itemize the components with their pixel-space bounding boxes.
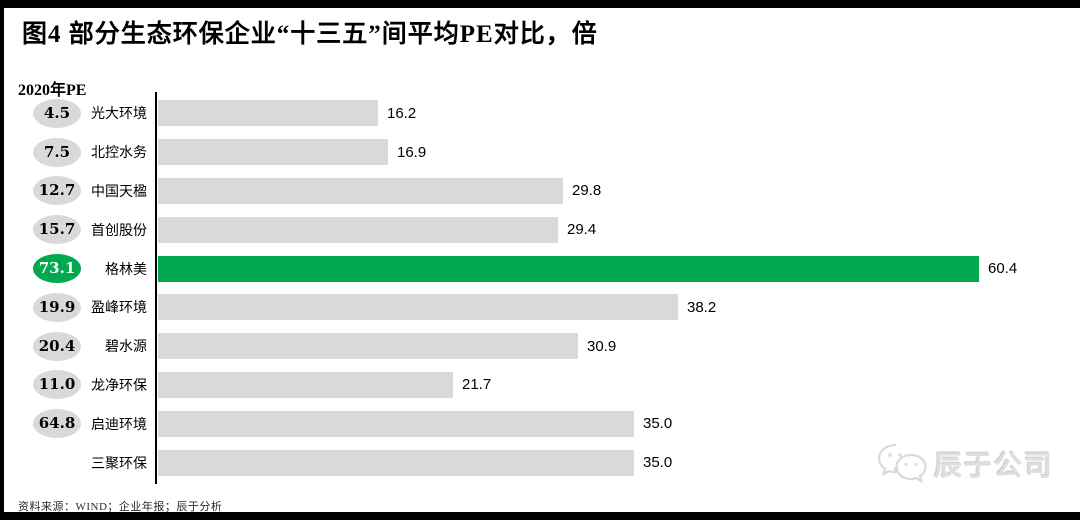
badge-cell: 4.5	[32, 98, 82, 128]
bar-value-label: 29.4	[567, 221, 597, 239]
frame-border-bottom	[0, 512, 1080, 520]
bar-cell: 16.2	[156, 100, 1060, 127]
company-label: 龙净环保	[91, 378, 147, 394]
badge-cell: 12.7	[32, 176, 82, 206]
chart-row: 7.5 北控水务 16.9	[0, 133, 1060, 172]
bar	[158, 410, 634, 437]
chart-row: 20.4 碧水源 30.9	[0, 327, 1060, 366]
company-label: 中国天楹	[91, 184, 147, 200]
watermark: 辰于公司	[876, 442, 1054, 486]
bar	[158, 294, 678, 321]
pe-2020-badge: 4.5	[33, 98, 81, 128]
chart-rows: 4.5 光大环境 16.2 7.5 北控水务 16.9 12.7 中国天楹 29.8 15.7 首创…	[0, 94, 1060, 482]
chart-row: 三聚环保 35.0	[0, 443, 1060, 482]
pe-2020-badge: 20.4	[33, 331, 81, 361]
bar-value-label: 35.0	[643, 454, 673, 472]
bar	[158, 216, 558, 243]
wechat-icon	[877, 443, 927, 484]
bar-cell: 38.2	[156, 294, 1060, 321]
badge-cell: 7.5	[32, 137, 82, 167]
pe-2020-badge: 64.8	[33, 409, 81, 439]
bar-value-label: 30.9	[587, 337, 617, 355]
frame-border-top	[0, 0, 1080, 8]
bar	[158, 449, 634, 476]
bar-value-label: 38.2	[687, 298, 717, 316]
bar	[158, 100, 378, 127]
y-axis-line	[155, 92, 157, 484]
chart-row: 15.7 首创股份 29.4	[0, 210, 1060, 249]
watermark-text: 辰于公司	[933, 450, 1054, 481]
pe-2020-badge: 7.5	[33, 137, 81, 167]
company-label: 碧水源	[105, 340, 147, 356]
bar	[158, 255, 979, 282]
bar-value-label: 35.0	[643, 415, 673, 433]
chart-row: 11.0 龙净环保 21.7	[0, 366, 1060, 405]
pe-2020-badge: 11.0	[33, 370, 81, 400]
pe-2020-badge: 73.1	[33, 254, 81, 284]
bar	[158, 333, 578, 360]
company-label: 首创股份	[91, 223, 147, 239]
figure-title: 图4 部分生态环保企业“十三五”间平均PE对比，倍	[22, 21, 598, 48]
company-label: 北控水务	[91, 146, 147, 162]
badge-cell: 19.9	[32, 292, 82, 322]
badge-cell: 11.0	[32, 370, 82, 400]
pe-2020-badge: 12.7	[33, 176, 81, 206]
company-label: 光大环境	[91, 107, 147, 123]
chart-row: 73.1 格林美 60.4	[0, 249, 1060, 288]
bar-cell: 29.8	[156, 177, 1060, 204]
pe-2020-badge: 19.9	[33, 292, 81, 322]
bar-cell: 35.0	[156, 410, 1060, 437]
bar-value-label: 16.9	[397, 143, 427, 161]
bar-value-label: 21.7	[462, 376, 492, 394]
badge-cell: 64.8	[32, 409, 82, 439]
badge-cell: 20.4	[32, 331, 82, 361]
chart-row: 12.7 中国天楹 29.8	[0, 172, 1060, 211]
chart-row: 4.5 光大环境 16.2	[0, 94, 1060, 133]
bar	[158, 177, 563, 204]
company-label: 启迪环境	[91, 417, 147, 433]
company-label: 三聚环保	[91, 456, 147, 472]
bar	[158, 139, 388, 166]
chart-row: 19.9 盈峰环境 38.2	[0, 288, 1060, 327]
bar-chart: 4.5 光大环境 16.2 7.5 北控水务 16.9 12.7 中国天楹 29.8 15.7 首创…	[0, 92, 1060, 484]
chart-row: 64.8 启迪环境 35.0	[0, 404, 1060, 443]
pe-2020-badge: 15.7	[33, 215, 81, 245]
company-label: 格林美	[105, 262, 147, 278]
bar-cell: 16.9	[156, 139, 1060, 166]
badge-cell: 15.7	[32, 215, 82, 245]
bar-cell: 21.7	[156, 371, 1060, 398]
bar-value-label: 29.8	[572, 182, 602, 200]
company-label: 盈峰环境	[91, 301, 147, 317]
bar-cell: 30.9	[156, 333, 1060, 360]
bar-value-label: 16.2	[387, 104, 417, 122]
bar-cell: 35.0	[156, 449, 1060, 476]
badge-column-label: 2020年PE	[18, 82, 87, 99]
bar-cell: 60.4	[156, 255, 1060, 282]
frame-border-left	[0, 0, 4, 520]
bar	[158, 371, 453, 398]
bar-value-label: 60.4	[988, 260, 1018, 278]
badge-cell: 73.1	[32, 254, 82, 284]
source-note: 资料来源：WIND；企业年报；辰于分析	[18, 501, 223, 513]
bar-cell: 29.4	[156, 216, 1060, 243]
